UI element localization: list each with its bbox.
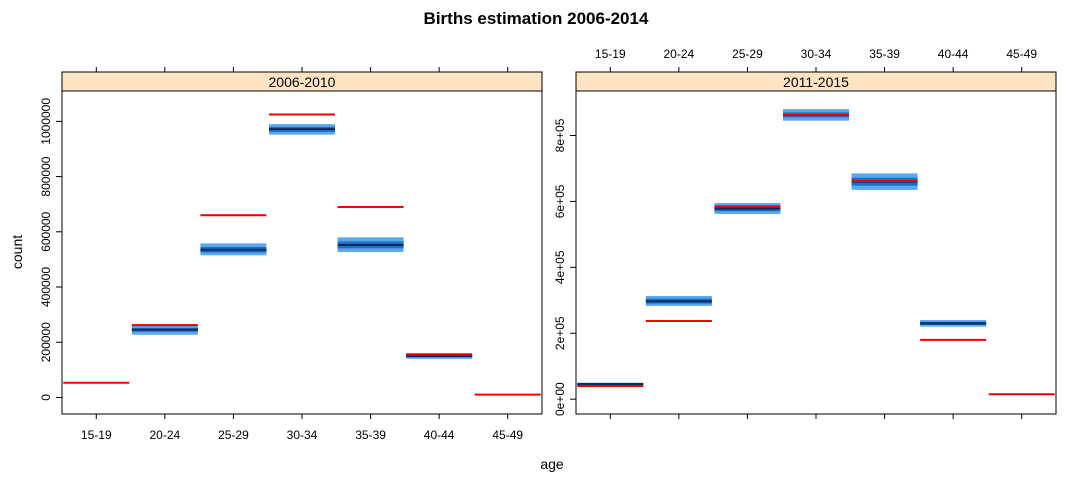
y-tick-label: 1000000 [39, 98, 53, 145]
y-tick-label: 0 [39, 394, 53, 401]
x-tick-label: 40-44 [424, 428, 455, 442]
panels: 2006-2010 0 200000 400000 600000 800000 100000… [39, 47, 1057, 442]
x-tick-label: 20-24 [150, 428, 181, 442]
x-tick-label: 30-34 [287, 428, 318, 442]
x-tick-label: 25-29 [732, 47, 763, 61]
y-tick-label: 200000 [39, 322, 53, 362]
x-tick-label: 45-49 [492, 428, 523, 442]
panel-frame [61, 71, 543, 415]
x-tick-label: 15-19 [595, 47, 626, 61]
panel-1: 2006-2010 0 200000 400000 600000 800000 100000… [39, 67, 543, 442]
x-tick-label: 35-39 [355, 428, 386, 442]
chart-title: Births estimation 2006-2014 [424, 9, 649, 28]
y-tick-label: 600000 [39, 211, 53, 251]
x-tick-label: 15-19 [81, 428, 112, 442]
y-tick-label: 6e+05 [553, 184, 567, 218]
x-axis-label: age [540, 456, 564, 472]
x-tick-label: 35-39 [869, 47, 900, 61]
y-tick-label: 8e+05 [553, 118, 567, 152]
panel-2: 2011-2015 0e+00 2e+05 4e+05 6e+05 8e+05 15-19 2… [553, 47, 1057, 419]
y-axis-label: count [9, 235, 25, 269]
panel-strip-label: 2006-2010 [269, 74, 336, 90]
panel-strip-label: 2011-2015 [783, 74, 849, 90]
y-tick-label: 0e+00 [553, 382, 567, 416]
x-tick-label: 30-34 [801, 47, 832, 61]
y-tick-label: 2e+05 [553, 316, 567, 350]
y-tick-label: 400000 [39, 267, 53, 307]
x-tick-label: 45-49 [1006, 47, 1037, 61]
x-tick-label: 40-44 [938, 47, 969, 61]
x-tick-label: 20-24 [664, 47, 695, 61]
y-tick-label: 800000 [39, 156, 53, 196]
x-tick-label: 25-29 [218, 428, 249, 442]
y-tick-label: 4e+05 [553, 250, 567, 284]
panel-frame [575, 71, 1057, 415]
